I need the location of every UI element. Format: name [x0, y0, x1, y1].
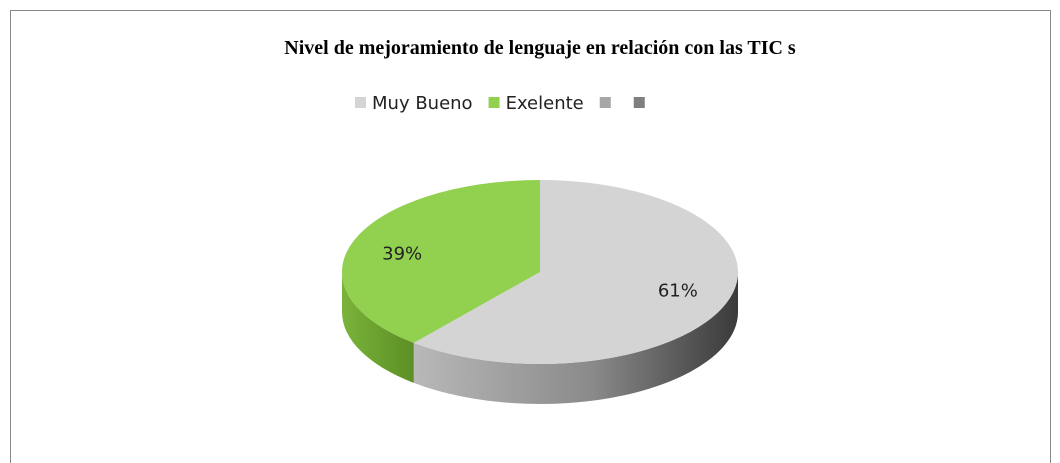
legend-swatch [633, 97, 645, 108]
legend-swatch [599, 97, 611, 108]
legend-swatch [488, 97, 500, 108]
legend-label: Muy Bueno [372, 93, 473, 114]
data-label: 39% [382, 243, 422, 264]
slice-side [342, 272, 414, 383]
data-label: 61% [658, 281, 698, 302]
chart-title: Nivel de mejoramiento de lenguaje en rel… [284, 37, 796, 59]
slice-side [413, 272, 738, 404]
slice [342, 180, 540, 343]
legend-swatch [355, 97, 366, 108]
legend-label: Exelente [506, 93, 584, 114]
slice [413, 180, 738, 364]
